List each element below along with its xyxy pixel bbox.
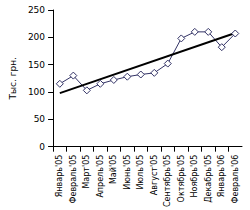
svg-text:Сентябрь'05: Сентябрь'05 (163, 155, 172, 207)
svg-text:Январь'06: Январь'06 (217, 155, 226, 198)
svg-text:Декабрь'05: Декабрь'05 (204, 155, 213, 203)
svg-text:Август'05: Август'05 (150, 155, 159, 196)
svg-text:Февраль'05: Февраль'05 (69, 155, 78, 204)
svg-text:Июль'05: Июль'05 (136, 155, 145, 190)
svg-text:Тыс. грн.: Тыс. грн. (8, 57, 18, 100)
svg-text:100: 100 (28, 87, 45, 97)
svg-text:Февраль'06: Февраль'06 (231, 155, 240, 204)
svg-text:Март'05: Март'05 (82, 155, 91, 189)
svg-text:0: 0 (39, 142, 45, 152)
svg-text:Апрель'05: Апрель'05 (96, 155, 105, 198)
svg-text:200: 200 (28, 32, 45, 42)
svg-text:50: 50 (34, 114, 46, 124)
svg-text:Июнь'05: Июнь'05 (123, 155, 132, 190)
svg-text:150: 150 (28, 60, 45, 70)
svg-text:250: 250 (28, 5, 45, 15)
svg-text:Ноябрь'05: Ноябрь'05 (190, 155, 199, 198)
svg-text:Май'05: Май'05 (109, 155, 118, 184)
svg-text:Октябрь'05: Октябрь'05 (177, 155, 186, 203)
svg-text:Январь'05: Январь'05 (55, 155, 64, 198)
